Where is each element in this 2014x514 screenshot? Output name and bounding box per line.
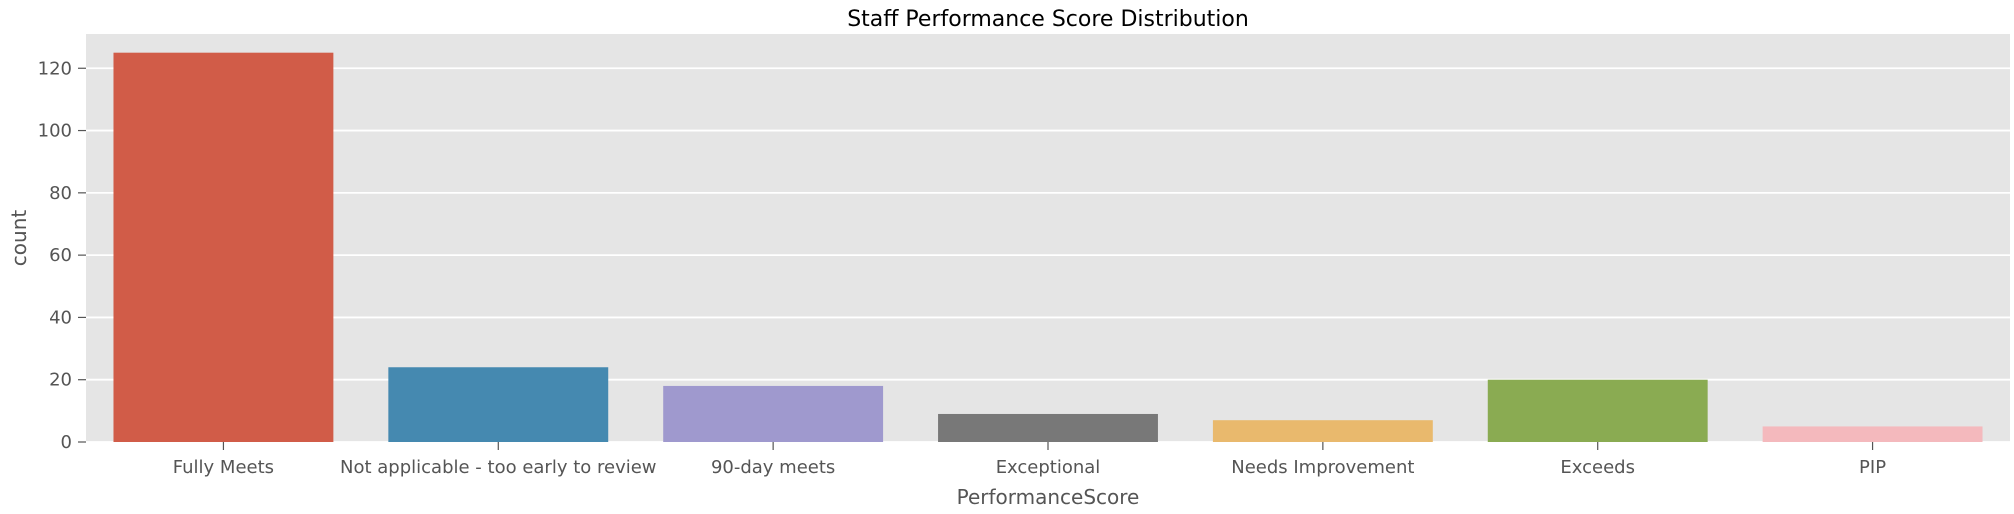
- x-tick-label: PIP: [1859, 457, 1886, 478]
- bar-pip: [1762, 426, 1983, 442]
- x-tick-label: Fully Meets: [173, 457, 274, 478]
- x-tick-label: Exceeds: [1560, 457, 1635, 478]
- bar-fully-meets: [113, 52, 334, 443]
- y-tick-label: 20: [49, 370, 72, 391]
- x-tick-label: Needs Improvement: [1231, 457, 1414, 478]
- chart-title: Staff Performance Score Distribution: [847, 7, 1249, 32]
- x-tick-label: Not applicable - too early to review: [340, 457, 657, 478]
- y-axis-title: count: [7, 210, 31, 267]
- bar-needs-improvement: [1212, 420, 1433, 442]
- plot-background: [86, 34, 2010, 442]
- y-tick-label: 80: [49, 183, 72, 204]
- bar-exceeds: [1487, 379, 1708, 442]
- bar-exceptional: [938, 413, 1158, 442]
- x-tick-label: 90-day meets: [711, 457, 835, 478]
- y-tick-label: 100: [38, 121, 72, 142]
- y-tick-label: 120: [38, 58, 72, 79]
- x-axis-ticks: Fully Meets Not applicable - too early to…: [173, 442, 1886, 478]
- bar-not-applicable-too-early-to-review: [388, 367, 609, 442]
- y-tick-label: 40: [49, 307, 72, 328]
- y-axis-ticks: 0 20 40 60 80 100 120: [38, 58, 86, 453]
- bars: [113, 52, 1983, 443]
- y-tick-label: 0: [61, 432, 72, 453]
- y-tick-label: 60: [49, 245, 72, 266]
- x-axis-title: PerformanceScore: [957, 485, 1140, 509]
- x-tick-label: Exceptional: [996, 457, 1101, 478]
- bar-90-day-meets: [663, 385, 884, 442]
